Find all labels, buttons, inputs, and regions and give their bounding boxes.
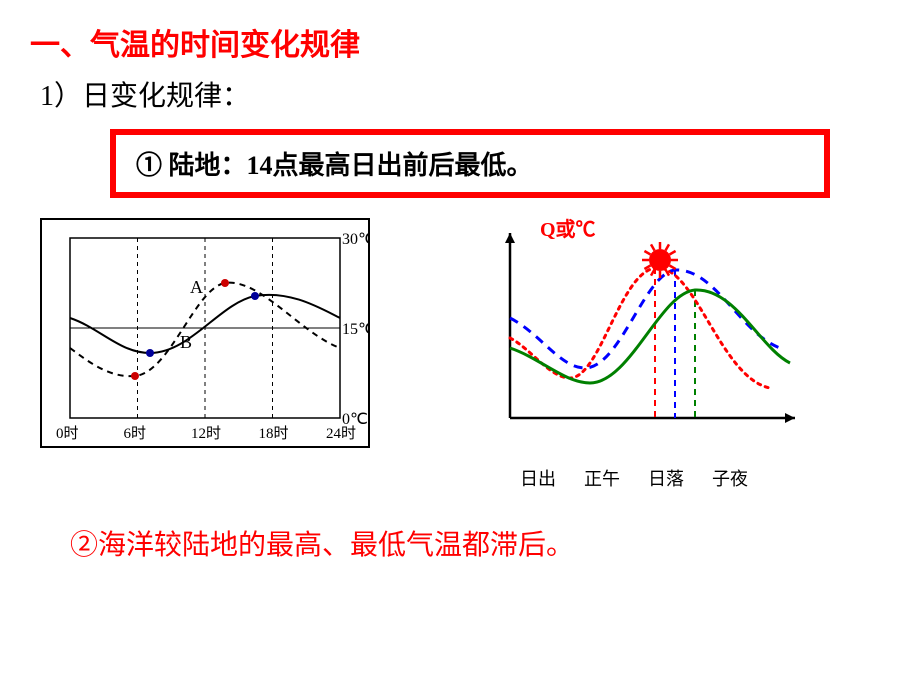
svg-text:24时: 24时 — [326, 425, 356, 442]
right-x-labels: 日出 正午 日落 子夜 — [520, 465, 748, 491]
x-label: 日落 — [648, 465, 684, 491]
svg-text:6时: 6时 — [124, 425, 147, 442]
right-chart-svg — [460, 218, 800, 458]
box-text: ① 陆地：14点最高日出前后最低。 — [136, 145, 804, 182]
right-chart: Q或℃ 日出 正午 日落 子夜 — [460, 218, 800, 463]
x-label: 子夜 — [712, 465, 748, 491]
x-label: 日出 — [520, 465, 556, 491]
x-label: 正午 — [584, 465, 620, 491]
svg-text:18时: 18时 — [259, 425, 289, 442]
charts-row: AB30℃15℃0℃0时6时12时18时24时 Q或℃ 日出 正午 日落 子夜 — [30, 218, 890, 463]
left-chart-svg: AB30℃15℃0℃0时6时12时18时24时 — [40, 218, 370, 448]
svg-text:12时: 12时 — [191, 425, 221, 442]
svg-text:0时: 0时 — [56, 425, 79, 442]
svg-text:15℃: 15℃ — [342, 321, 370, 338]
highlight-box: ① 陆地：14点最高日出前后最低。 — [110, 129, 830, 198]
svg-text:B: B — [180, 332, 192, 352]
left-chart: AB30℃15℃0℃0时6时12时18时24时 — [40, 218, 370, 453]
q-label: Q或℃ — [540, 213, 596, 242]
svg-text:30℃: 30℃ — [342, 231, 370, 248]
svg-text:A: A — [190, 277, 203, 297]
subtitle: 1）日变化规律： — [40, 74, 890, 114]
bottom-text: ②海洋较陆地的最高、最低气温都滞后。 — [70, 523, 890, 563]
main-title: 一、气温的时间变化规律 — [30, 20, 890, 64]
